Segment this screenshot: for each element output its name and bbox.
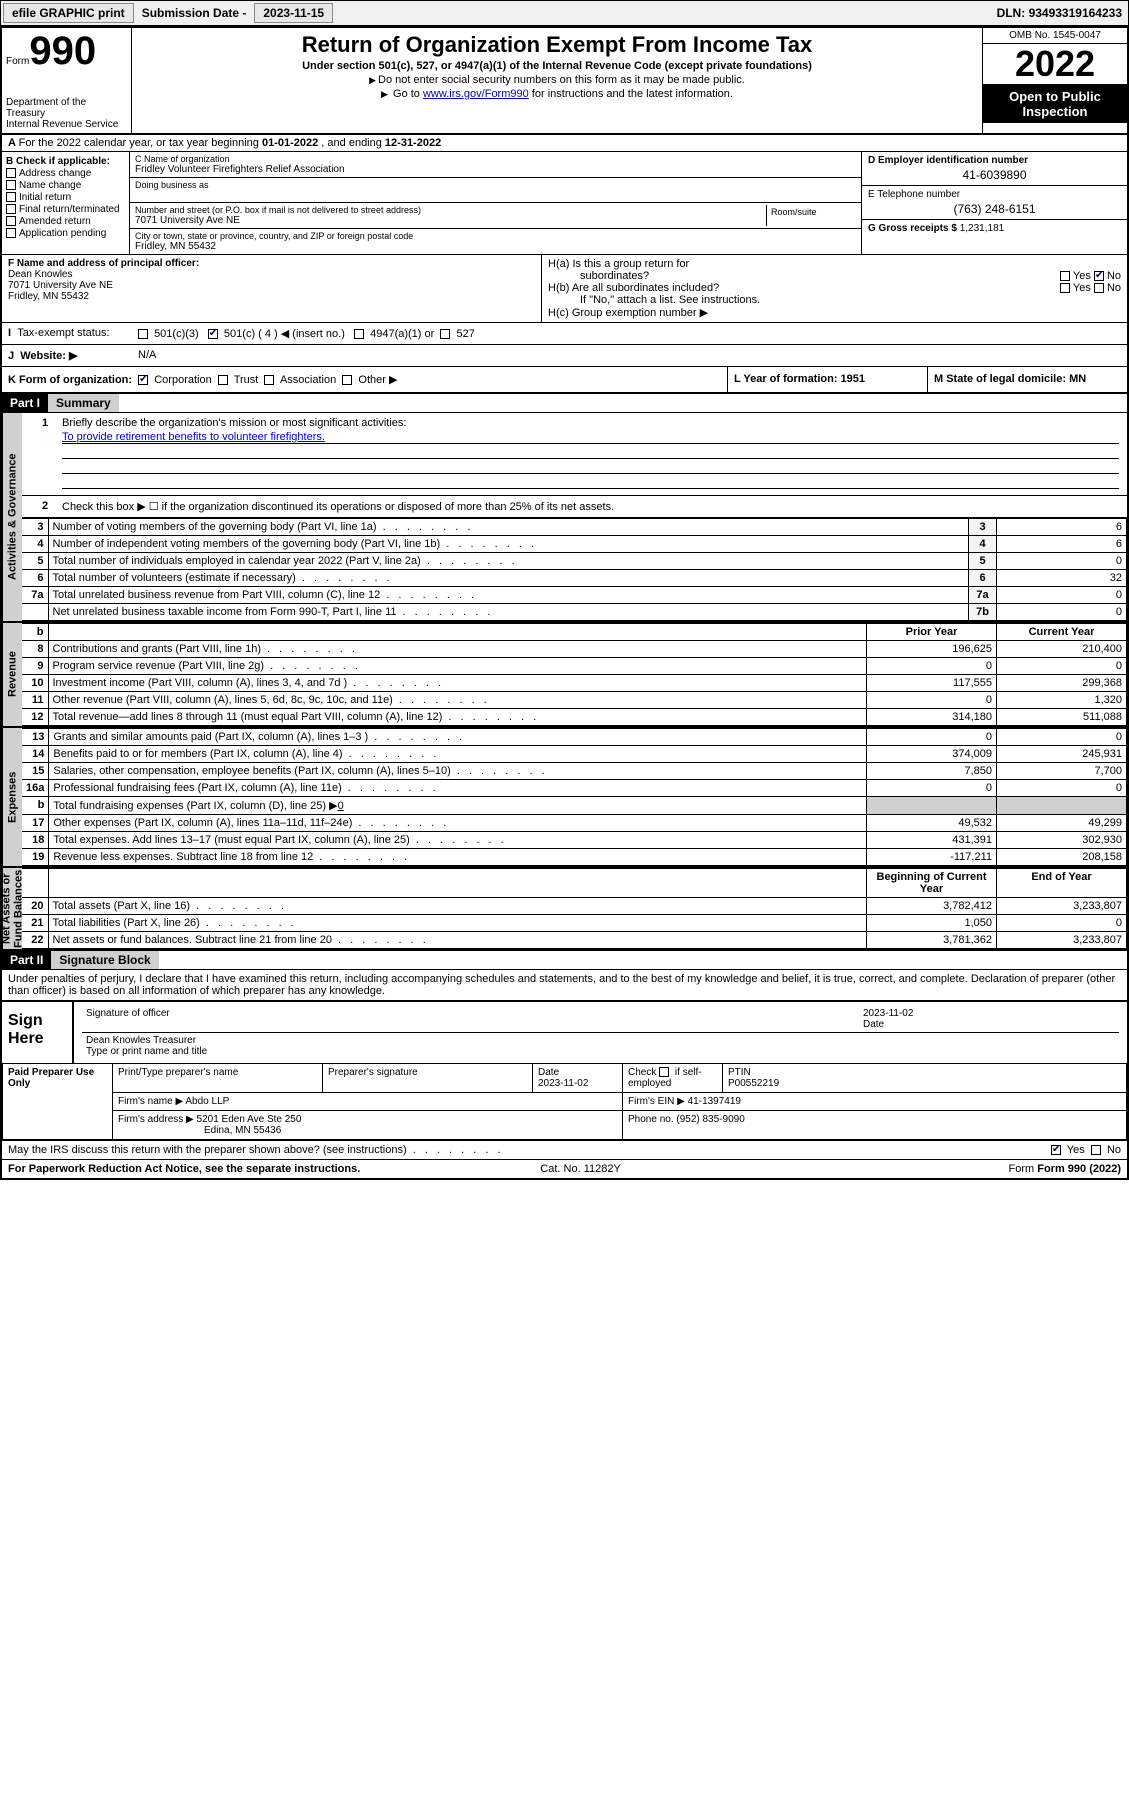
checkbox-discuss-yes[interactable] xyxy=(1051,1145,1061,1155)
room-suite-label: Room/suite xyxy=(766,205,856,226)
expenses-table: 13Grants and similar amounts paid (Part … xyxy=(22,728,1127,866)
checkbox-ha-yes[interactable] xyxy=(1060,271,1070,281)
officer-addr2: Fridley, MN 55432 xyxy=(8,291,89,302)
website-label: Website: ▶ xyxy=(20,350,77,362)
telephone-value: (763) 248-6151 xyxy=(868,200,1121,216)
goto-line: Go to www.irs.gov/Form990 for instructio… xyxy=(138,88,976,100)
city-label: City or town, state or province, country… xyxy=(135,231,856,241)
checkbox-527[interactable] xyxy=(440,329,450,339)
checkbox-final-return[interactable] xyxy=(6,204,16,214)
city-state-zip: Fridley, MN 55432 xyxy=(135,241,856,252)
officer-name: Dean Knowles xyxy=(8,269,72,280)
side-label-revenue: Revenue xyxy=(2,623,22,726)
checkbox-hb-no[interactable] xyxy=(1094,283,1104,293)
telephone-label: E Telephone number xyxy=(868,189,1121,200)
firm-ein: 41-1397419 xyxy=(688,1096,741,1107)
q1-answer[interactable]: To provide retirement benefits to volunt… xyxy=(62,431,325,443)
top-toolbar: efile GRAPHIC print Submission Date - 20… xyxy=(0,0,1129,26)
part-i-title: Summary xyxy=(48,394,119,412)
part-i-tag: Part I xyxy=(2,394,48,412)
page-footer: For Paperwork Reduction Act Notice, see … xyxy=(2,1159,1127,1178)
perjury-declaration: Under penalties of perjury, I declare th… xyxy=(2,970,1127,1001)
open-to-public: Open to Public Inspection xyxy=(983,85,1127,123)
checkbox-hb-yes[interactable] xyxy=(1060,283,1070,293)
checkbox-amended-return[interactable] xyxy=(6,216,16,226)
checkbox-address-change[interactable] xyxy=(6,168,16,178)
checkbox-trust[interactable] xyxy=(218,375,228,385)
org-name: Fridley Volunteer Firefighters Relief As… xyxy=(135,164,856,175)
checkbox-app-pending[interactable] xyxy=(6,228,16,238)
section-b: B Check if applicable: Address change Na… xyxy=(2,152,130,254)
dept-treasury: Department of the Treasury Internal Reve… xyxy=(6,97,127,130)
section-c: C Name of organization Fridley Volunteer… xyxy=(130,152,861,254)
paid-preparer-label: Paid Preparer Use Only xyxy=(3,1064,113,1140)
officer-name-title: Dean Knowles Treasurer xyxy=(86,1035,196,1046)
side-label-expenses: Expenses xyxy=(2,728,22,866)
form-title: Return of Organization Exempt From Incom… xyxy=(138,32,976,58)
efile-print-button[interactable]: efile GRAPHIC print xyxy=(3,3,134,23)
ptin-value: P00552219 xyxy=(728,1078,779,1089)
street-address: 7071 University Ave NE xyxy=(135,215,766,226)
governance-table: 3Number of voting members of the governi… xyxy=(22,518,1127,621)
checkbox-corporation[interactable] xyxy=(138,375,148,385)
checkbox-initial-return[interactable] xyxy=(6,192,16,202)
gross-receipts-label: G Gross receipts $ xyxy=(868,223,957,234)
checkbox-name-change[interactable] xyxy=(6,180,16,190)
revenue-table: b Prior YearCurrent Year 8Contributions … xyxy=(22,623,1127,726)
side-label-activities: Activities & Governance xyxy=(2,413,22,621)
discuss-question: May the IRS discuss this return with the… xyxy=(8,1144,504,1156)
checkbox-4947[interactable] xyxy=(354,329,364,339)
firm-phone: (952) 835-9090 xyxy=(676,1114,744,1125)
officer-addr1: 7071 University Ave NE xyxy=(8,280,113,291)
form-subtitle: Under section 501(c), 527, or 4947(a)(1)… xyxy=(138,60,976,72)
ein-label: D Employer identification number xyxy=(868,155,1121,166)
firm-name: Abdo LLP xyxy=(185,1096,229,1107)
section-h: H(a) Is this a group return for subordin… xyxy=(542,255,1127,322)
checkbox-other[interactable] xyxy=(342,375,352,385)
year-formation: L Year of formation: 1951 xyxy=(734,373,865,385)
submission-label: Submission Date - xyxy=(136,4,253,22)
sign-here-label: Sign Here xyxy=(2,1002,72,1063)
dba-label: Doing business as xyxy=(135,180,856,190)
checkbox-501c[interactable] xyxy=(208,329,218,339)
checkbox-discuss-no[interactable] xyxy=(1091,1145,1101,1155)
firm-addr1: 5201 Eden Ave Ste 250 xyxy=(197,1114,302,1125)
state-domicile: M State of legal domicile: MN xyxy=(934,373,1086,385)
checkbox-ha-no[interactable] xyxy=(1094,271,1104,281)
firm-addr2: Edina, MN 55436 xyxy=(118,1125,281,1136)
checkbox-501c3[interactable] xyxy=(138,329,148,339)
gross-receipts-value: 1,231,181 xyxy=(960,223,1005,234)
sig-officer-label: Signature of officer xyxy=(82,1006,859,1032)
tax-year: 2022 xyxy=(983,44,1127,85)
org-name-label: C Name of organization xyxy=(135,154,856,164)
q1-text: Briefly describe the organization's miss… xyxy=(62,417,406,429)
form-number: 990 xyxy=(29,29,96,73)
street-label: Number and street (or P.O. box if mail i… xyxy=(135,205,766,215)
netassets-table: Beginning of Current YearEnd of Year 20T… xyxy=(22,868,1127,949)
checkbox-self-employed[interactable] xyxy=(659,1067,669,1077)
side-label-netassets: Net Assets or Fund Balances xyxy=(2,868,22,949)
part-ii-tag: Part II xyxy=(2,951,51,969)
irs-link[interactable]: www.irs.gov/Form990 xyxy=(423,88,529,100)
section-f: F Name and address of principal officer:… xyxy=(2,255,542,322)
section-d-e-g: D Employer identification number 41-6039… xyxy=(861,152,1127,254)
dln: DLN: 93493319164233 xyxy=(997,6,1128,20)
checkbox-association[interactable] xyxy=(264,375,274,385)
ssn-notice: Do not enter social security numbers on … xyxy=(138,74,976,86)
form-header: Form990 Department of the Treasury Inter… xyxy=(2,28,1127,135)
omb-number: OMB No. 1545-0047 xyxy=(983,28,1127,44)
tax-exempt-label: Tax-exempt status: xyxy=(17,327,109,339)
submission-date-button[interactable]: 2023-11-15 xyxy=(254,3,333,23)
website-value: N/A xyxy=(132,345,1127,366)
row-a-taxyear: A For the 2022 calendar year, or tax yea… xyxy=(2,135,1127,152)
form-word: Form xyxy=(6,56,29,67)
part-ii-title: Signature Block xyxy=(51,951,158,969)
preparer-table: Paid Preparer Use Only Print/Type prepar… xyxy=(2,1063,1127,1140)
q2-text: Check this box ▶ ☐ if the organization d… xyxy=(62,501,614,513)
ein-value: 41-6039890 xyxy=(868,166,1121,182)
